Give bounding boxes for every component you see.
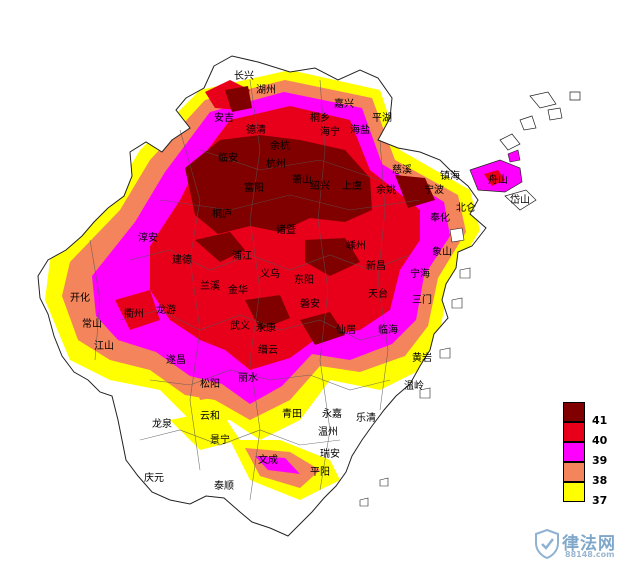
city-label-yuyao: 余姚 <box>376 185 396 196</box>
province-outline <box>37 55 487 537</box>
city-label-sanmen: 三门 <box>412 295 432 306</box>
legend-item-40: 40 <box>563 422 623 447</box>
city-label-jiangshan: 江山 <box>94 341 114 352</box>
city-label-huzhou: 湖州 <box>256 85 276 96</box>
legend-item-41: 41 <box>563 402 623 427</box>
city-label-dongyang: 东阳 <box>294 275 314 286</box>
zone-41 <box>185 86 435 345</box>
city-label-yuhang: 余杭 <box>270 141 290 152</box>
city-label-yongjia: 永嘉 <box>322 409 342 420</box>
city-label-qingyuan: 庆元 <box>144 473 164 484</box>
legend-swatch-39 <box>563 442 585 462</box>
city-label-xinchang: 新昌 <box>366 261 386 272</box>
legend-swatch-37 <box>563 482 585 502</box>
city-label-yunhe: 云和 <box>200 411 220 422</box>
legend-label-37: 37 <box>592 494 608 507</box>
city-label-huangyan: 黄岩 <box>412 353 432 364</box>
city-label-lanxi: 兰溪 <box>200 281 220 292</box>
watermark-brand: 律法网 <box>562 534 616 554</box>
city-label-anji: 安吉 <box>214 113 234 124</box>
city-label-hangzhou: 杭州 <box>266 159 286 170</box>
city-label-ninghai: 宁海 <box>410 269 430 280</box>
city-label-yueqing: 乐清 <box>356 413 376 424</box>
city-label-ningbo: 宁波 <box>424 185 444 196</box>
city-label-jinhua: 金华 <box>228 285 248 296</box>
city-label-zhuji: 诸暨 <box>276 225 296 236</box>
city-label-fuyang: 富阳 <box>244 183 264 194</box>
city-label-beilun: 北仑 <box>456 203 476 214</box>
watermark-url: 88148.com <box>565 550 615 559</box>
legend-swatch-41 <box>563 402 585 422</box>
city-label-qingtian: 青田 <box>282 409 302 420</box>
legend-label-38: 38 <box>592 474 608 487</box>
city-label-jingning: 景宁 <box>210 435 230 446</box>
city-label-xianju: 仙居 <box>336 325 356 336</box>
legend-item-38: 38 <box>563 462 623 487</box>
city-label-quzhou: 衢州 <box>124 309 144 320</box>
city-label-suichang: 遂昌 <box>166 355 186 366</box>
city-label-pinghu: 平湖 <box>372 113 392 124</box>
city-label-xiangshan: 象山 <box>432 247 452 258</box>
city-label-tongxiang: 桐乡 <box>310 113 330 124</box>
city-label-linan: 临安 <box>218 153 238 164</box>
temperature-legend: 41 40 39 38 37 <box>563 402 623 507</box>
city-label-kaihua: 开化 <box>70 293 90 304</box>
city-label-daishan: 岱山 <box>510 195 530 206</box>
city-label-pan_an: 磐安 <box>300 299 320 310</box>
city-label-jinyun: 缙云 <box>258 345 278 356</box>
city-label-chunan: 淳安 <box>138 233 158 244</box>
city-label-wencheng: 文成 <box>258 455 278 466</box>
city-label-jiande: 建德 <box>172 255 192 266</box>
city-label-wenling: 温岭 <box>404 381 424 392</box>
city-label-jiaxing: 嘉兴 <box>334 99 354 110</box>
watermark: 律法网 88148.com <box>534 527 630 563</box>
city-label-shangyu: 上虞 <box>342 181 362 192</box>
county-boundaries <box>89 79 421 501</box>
city-label-haiyan: 海盐 <box>350 125 370 136</box>
city-label-xiaoshan: 萧山 <box>292 175 312 186</box>
city-label-longquan: 龙泉 <box>152 419 172 430</box>
legend-label-41: 41 <box>592 414 608 427</box>
city-label-pingyang: 平阳 <box>310 467 330 478</box>
legend-swatch-40 <box>563 422 585 442</box>
city-label-songyang: 松阳 <box>200 379 220 390</box>
city-label-haining: 海宁 <box>320 127 340 138</box>
city-label-changshan: 常山 <box>82 319 102 330</box>
shield-logo-icon <box>535 529 559 559</box>
city-label-zhenhai: 镇海 <box>440 171 460 182</box>
city-label-cixi: 慈溪 <box>392 165 412 176</box>
city-label-pujiang: 浦江 <box>232 251 252 262</box>
city-label-tonglu: 桐庐 <box>212 209 232 220</box>
legend-swatch-38 <box>563 462 585 482</box>
zhoushan-islands <box>359 91 581 507</box>
city-label-wuyi: 武义 <box>230 321 250 332</box>
city-label-yongkang: 永康 <box>256 323 276 334</box>
city-label-changxing: 长兴 <box>234 71 254 82</box>
city-label-ruian: 瑞安 <box>320 449 340 460</box>
legend-item-39: 39 <box>563 442 623 467</box>
city-label-wenzhou: 温州 <box>318 427 338 438</box>
city-label-shaoxing: 绍兴 <box>310 181 330 192</box>
city-label-deqing: 德清 <box>246 125 266 136</box>
city-label-longyou: 龙游 <box>156 305 176 316</box>
city-label-linhai: 临海 <box>378 325 398 336</box>
city-label-fenghua: 奉化 <box>430 213 450 224</box>
legend-item-37: 37 <box>563 482 623 507</box>
city-label-zhoushan: 舟山 <box>488 175 508 186</box>
city-label-shengzhou: 嵊州 <box>346 241 366 252</box>
city-label-yiwu: 义乌 <box>260 269 280 280</box>
city-label-taishun: 泰顺 <box>214 481 234 492</box>
city-label-lishui: 丽水 <box>238 373 258 384</box>
legend-label-39: 39 <box>592 454 608 467</box>
city-label-tiantai: 天台 <box>368 289 388 300</box>
legend-label-40: 40 <box>592 434 608 447</box>
